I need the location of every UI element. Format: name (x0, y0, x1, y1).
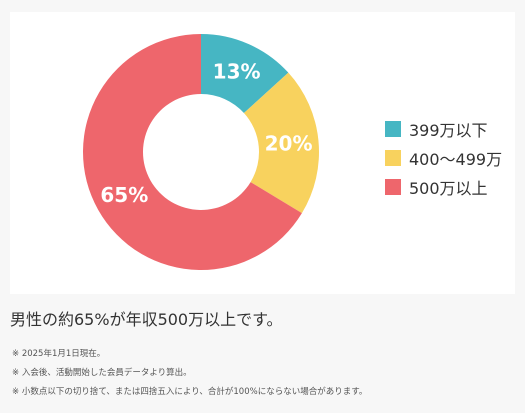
chart-legend: 399万以下 400〜499万 500万以上 (385, 114, 502, 201)
donut-slice-2 (83, 34, 302, 270)
legend-label-1: 400〜499万 (409, 149, 503, 169)
headline: 男性の約65%が年収500万以上です。 (10, 310, 283, 329)
chart-panel: 13% 20% 65% 399万以下 400〜499万 500万以上 (10, 12, 515, 294)
note-2: ※ 入会後、活動開始した会員データより算出。 (12, 368, 192, 378)
legend-label-0: 399万以下 (409, 120, 488, 140)
legend-swatch-2 (385, 178, 401, 195)
donut-slice-1 (243, 72, 320, 214)
note-1: ※ 2025年1月1日現在。 (12, 349, 106, 359)
donut-slice-0 (201, 34, 289, 114)
legend-swatch-0 (385, 120, 401, 137)
legend-swatch-1 (385, 149, 401, 166)
note-3: ※ 小数点以下の切り捨て、または四捨五入により、合計が100%にならない場合があ… (12, 387, 368, 397)
legend-item-1: 400〜499万 (385, 143, 502, 172)
slice-value-label-1: 20% (265, 132, 313, 156)
legend-label-2: 500万以上 (409, 178, 488, 198)
legend-item-2: 500万以上 (385, 172, 502, 201)
slice-value-label-0: 13% (213, 60, 261, 84)
legend-item-0: 399万以下 (385, 114, 502, 143)
slice-value-label-2: 65% (100, 183, 148, 207)
donut-chart: 13% 20% 65% (83, 34, 320, 270)
notes: ※ 2025年1月1日現在。 ※ 入会後、活動開始した会員データより算出。 ※ … (12, 345, 367, 402)
